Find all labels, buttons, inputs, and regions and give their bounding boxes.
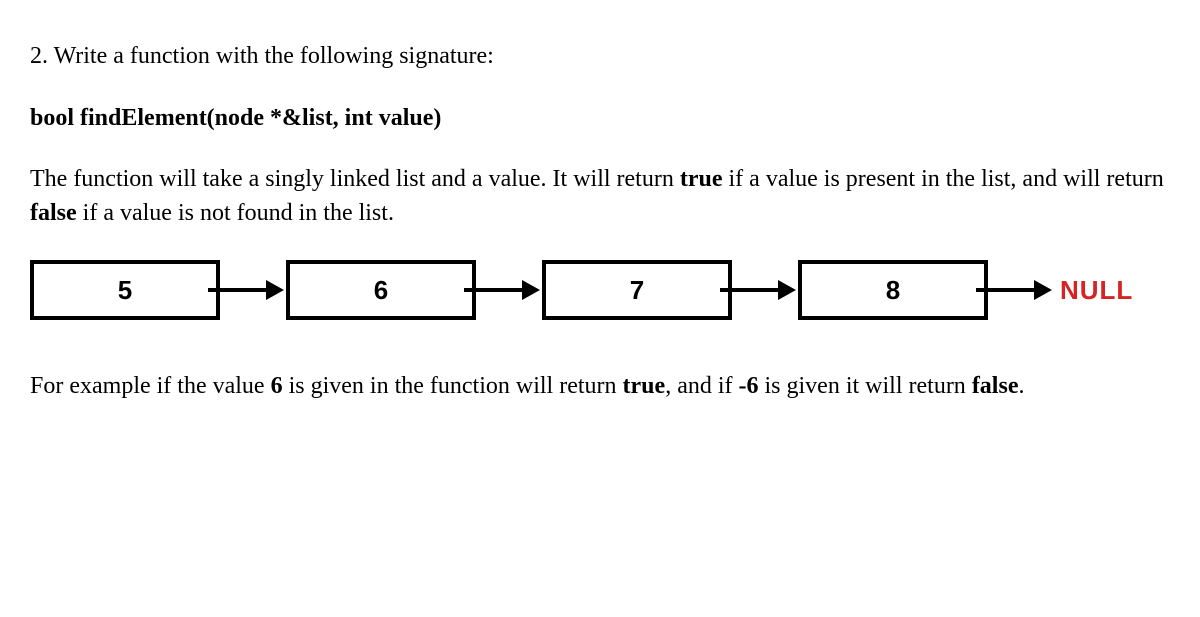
node-value: 7 [630, 275, 644, 306]
example-false: false [972, 373, 1019, 399]
node-connector [464, 288, 476, 292]
arrow-icon [474, 280, 540, 300]
description: The function will take a singly linked l… [30, 163, 1170, 230]
linked-list-diagram: 5 6 7 8 NULL [30, 260, 1170, 320]
list-node: 5 [30, 260, 220, 320]
function-signature: bool findElement(node *&list, int value) [30, 102, 1170, 136]
null-terminal: NULL [1060, 275, 1133, 306]
example-text: is given it will return [759, 373, 972, 399]
arrow-icon [730, 280, 796, 300]
node-value: 6 [374, 275, 388, 306]
list-node: 6 [286, 260, 476, 320]
question-prompt-text: Write a function with the following sign… [54, 43, 494, 69]
description-false: false [30, 200, 77, 226]
example: For example if the value 6 is given in t… [30, 370, 1170, 404]
description-true: true [680, 166, 723, 192]
example-text: is given in the function will return [283, 373, 623, 399]
example-text: . [1018, 373, 1024, 399]
list-node: 8 [798, 260, 988, 320]
description-text: if a value is not found in the list. [77, 200, 394, 226]
example-text: For example if the value [30, 373, 271, 399]
node-value: 5 [118, 275, 132, 306]
question-number: 2. [30, 43, 48, 69]
question-prompt: 2. Write a function with the following s… [30, 40, 1170, 74]
arrow-icon [218, 280, 284, 300]
description-text: if a value is present in the list, and w… [723, 166, 1164, 192]
description-text: The function will take a singly linked l… [30, 166, 680, 192]
node-value: 8 [886, 275, 900, 306]
node-connector [976, 288, 988, 292]
arrow-icon [986, 280, 1052, 300]
example-value: -6 [739, 373, 759, 399]
example-text: , and if [665, 373, 738, 399]
node-connector [720, 288, 732, 292]
example-true: true [623, 373, 666, 399]
list-node: 7 [542, 260, 732, 320]
example-value: 6 [271, 373, 283, 399]
node-connector [208, 288, 220, 292]
